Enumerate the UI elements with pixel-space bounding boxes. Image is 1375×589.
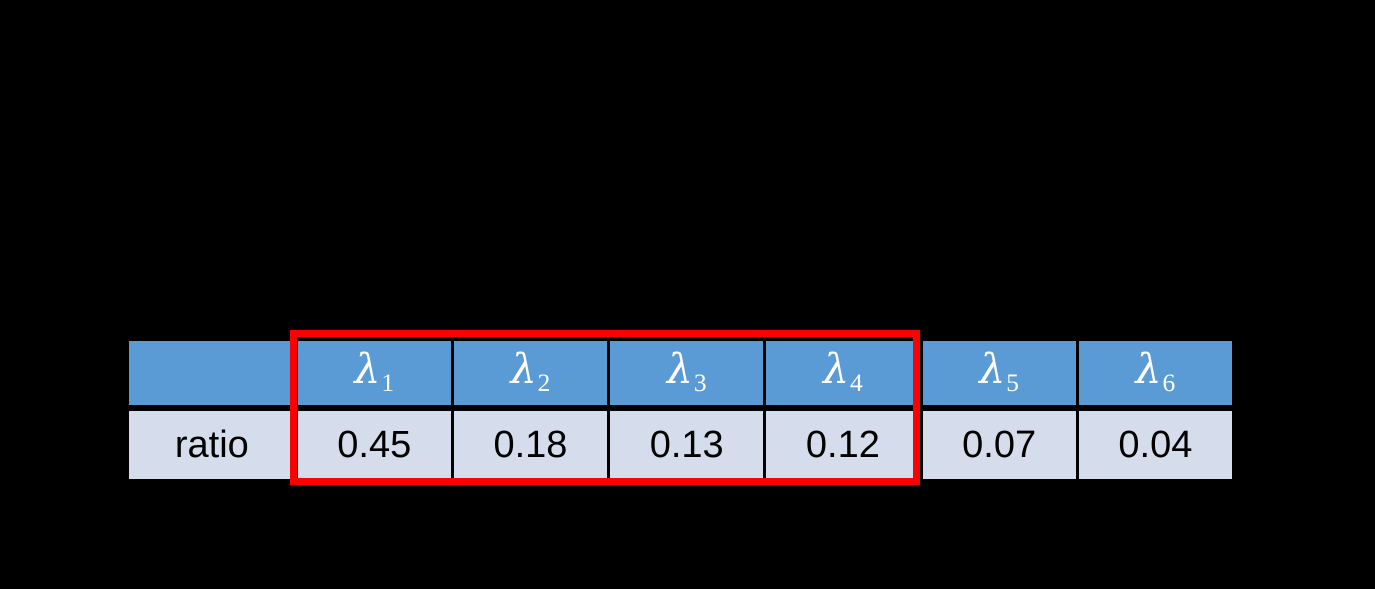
lambda-5-glyph: λ: [979, 345, 1006, 394]
lambda-6-symbol: λ6: [1136, 349, 1176, 397]
lambda-6-glyph: λ: [1135, 345, 1162, 394]
table-header-row: λ1 λ2 λ3 λ4 λ5 λ6: [129, 341, 1232, 405]
lambda-5-symbol: λ5: [979, 349, 1019, 397]
value-cell-lambda-3: 0.13: [610, 411, 764, 479]
value-cell-lambda-6: 0.04: [1078, 411, 1232, 479]
lambda-2-symbol: λ2: [511, 349, 551, 397]
table-row: ratio 0.45 0.18 0.13 0.12 0.07 0: [129, 411, 1232, 479]
header-cell-lambda-5: λ5: [922, 341, 1076, 405]
value-cell-lambda-4: 0.12: [766, 411, 920, 479]
lambda-6-subscript: 6: [1162, 369, 1176, 398]
lambda-5-subscript: 5: [1006, 369, 1019, 398]
header-cell-lambda-2: λ2: [453, 341, 608, 405]
lambda-2-subscript: 2: [537, 369, 551, 398]
header-cell-lambda-4: λ4: [766, 341, 920, 405]
row-label-text: ratio: [174, 424, 249, 466]
lambda-4-symbol: λ4: [823, 349, 863, 397]
lambda-3-symbol: λ3: [667, 349, 707, 397]
value-cell-lambda-5: 0.07: [922, 411, 1076, 479]
lambda-1-glyph: λ: [354, 345, 381, 394]
lambda-4-glyph: λ: [823, 345, 850, 394]
value-lambda-4: 0.12: [805, 424, 880, 466]
row-label-cell: ratio: [129, 411, 295, 479]
value-cell-lambda-2: 0.18: [453, 411, 608, 479]
header-corner-cell: [129, 341, 295, 405]
value-lambda-2: 0.18: [493, 424, 568, 466]
lambda-1-subscript: 1: [381, 369, 395, 398]
lambda-1-symbol: λ1: [354, 349, 394, 397]
header-cell-lambda-6: λ6: [1078, 341, 1232, 405]
value-lambda-1: 0.45: [337, 424, 412, 466]
value-cell-lambda-1: 0.45: [297, 411, 451, 479]
value-lambda-5: 0.07: [962, 424, 1037, 466]
eigenvalue-ratio-table: λ1 λ2 λ3 λ4 λ5 λ6: [126, 335, 1235, 485]
lambda-4-subscript: 4: [850, 369, 863, 398]
header-cell-lambda-1: λ1: [297, 341, 451, 405]
lambda-2-glyph: λ: [510, 345, 537, 394]
value-lambda-3: 0.13: [649, 424, 724, 466]
header-cell-lambda-3: λ3: [610, 341, 764, 405]
lambda-3-subscript: 3: [693, 369, 707, 398]
value-lambda-6: 0.04: [1118, 424, 1193, 466]
lambda-3-glyph: λ: [666, 345, 693, 394]
